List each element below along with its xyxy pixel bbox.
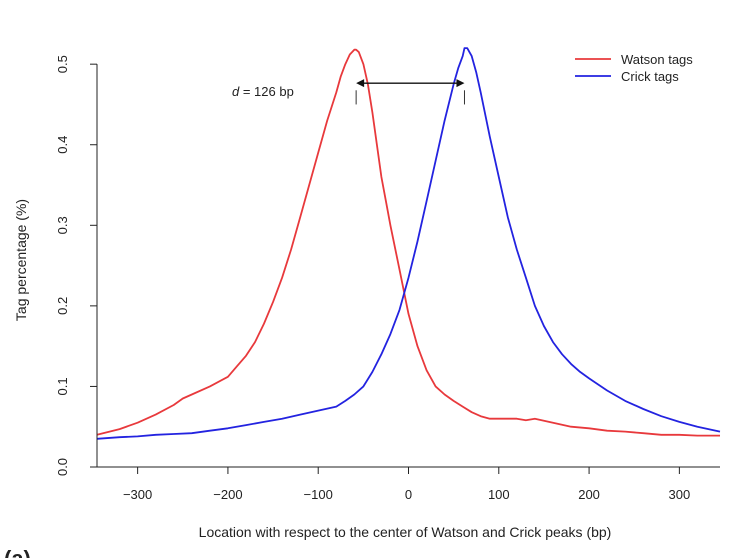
y-ticks: 0.0 0.1 0.2 0.3 0.4 0.5 — [55, 55, 97, 476]
y-tick-label: 0.5 — [55, 55, 70, 73]
y-tick-label: 0.2 — [55, 297, 70, 315]
arrowhead-right-icon — [456, 79, 465, 88]
legend: Watson tags Crick tags — [575, 52, 693, 84]
y-tick-label: 0.0 — [55, 458, 70, 476]
series-line-watson — [96, 48, 720, 437]
x-tick-label: −200 — [213, 487, 242, 502]
x-tick-label: 200 — [578, 487, 600, 502]
x-tick-label: 0 — [405, 487, 412, 502]
peak-distance-label: d = 126 bp — [232, 84, 294, 99]
y-tick-label: 0.4 — [55, 136, 70, 154]
peak-distance-annotation: d = 126 bp — [232, 79, 465, 105]
x-tick-label: −100 — [304, 487, 333, 502]
series-line-crick — [96, 47, 721, 440]
peak-distance-symbol: d — [232, 84, 240, 99]
x-tick-label: −300 — [123, 487, 152, 502]
y-tick-label: 0.3 — [55, 216, 70, 234]
peak-distance-value: = 126 bp — [239, 84, 294, 99]
arrowhead-left-icon — [356, 79, 365, 88]
y-tick-label: 0.1 — [55, 377, 70, 395]
plot-lines — [96, 47, 721, 440]
legend-label-watson: Watson tags — [621, 52, 693, 67]
legend-label-crick: Crick tags — [621, 69, 679, 84]
y-axis-title: Tag percentage (%) — [13, 199, 29, 321]
x-ticks: −300 −200 −100 0 100 200 300 — [123, 467, 690, 502]
x-tick-label: 300 — [669, 487, 691, 502]
x-axis-title: Location with respect to the center of W… — [199, 524, 612, 540]
panel-label: (a) — [4, 546, 31, 558]
x-tick-label: 100 — [488, 487, 510, 502]
